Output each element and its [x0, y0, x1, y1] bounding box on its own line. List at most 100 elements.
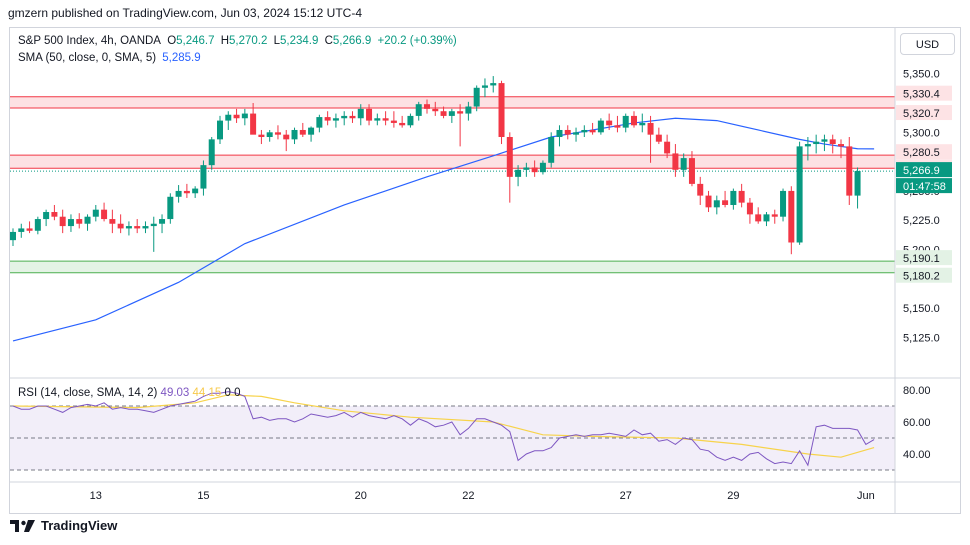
- price-label-sup: 5,190.1: [903, 253, 940, 265]
- time-tick-label: 29: [727, 490, 739, 502]
- candle-body: [415, 104, 422, 116]
- open-label: O: [167, 35, 177, 47]
- low-label: L: [273, 35, 281, 47]
- rsi-tick-label: 40.00: [903, 449, 931, 461]
- candle-body: [299, 129, 306, 135]
- rsi-label: RSI (14, close, SMA, 14, 2): [18, 387, 158, 399]
- candle-body: [730, 190, 737, 205]
- rsi-tick-label: 80.00: [903, 385, 931, 397]
- candle-body: [432, 108, 439, 112]
- candle-body: [424, 104, 430, 109]
- price-tick-label: 5,350.0: [903, 69, 940, 81]
- candle-body: [200, 165, 207, 189]
- candle-body: [332, 118, 339, 121]
- rsi-legend: RSI (14, close, SMA, 14, 2) 49.03 44.15 …: [18, 387, 241, 399]
- open-value: 5,246.7: [176, 35, 215, 47]
- price-labels: 5,330.45,320.75,280.55,269.35,266.901:47…: [896, 85, 952, 283]
- candle-body: [134, 226, 141, 229]
- candle-body: [465, 106, 472, 114]
- candle-body: [523, 167, 530, 170]
- candle-body: [448, 111, 455, 116]
- candle-body: [573, 132, 580, 135]
- candle-body: [241, 113, 248, 119]
- candle-body: [664, 141, 671, 154]
- chart-frame: [9, 27, 961, 514]
- candle-body: [250, 113, 257, 135]
- candle-body: [274, 132, 281, 135]
- candle-body: [183, 190, 190, 194]
- currency-button[interactable]: USD: [900, 33, 955, 55]
- candle-body: [548, 137, 555, 163]
- price-label-box: [896, 250, 952, 266]
- price-label-sup: 5,180.2: [903, 271, 940, 283]
- symbol-label: S&P 500 Index, 4h, OANDA: [18, 35, 161, 47]
- candle-body: [67, 219, 74, 227]
- candle-body: [564, 129, 571, 135]
- candle-body: [10, 231, 16, 241]
- candle-body: [217, 120, 223, 140]
- candle-body: [208, 139, 215, 166]
- candle-body: [515, 169, 522, 177]
- candle-body: [539, 162, 546, 173]
- candles: [10, 76, 861, 255]
- candle-body: [680, 158, 687, 170]
- price-label-box: [896, 105, 952, 121]
- candle-body: [506, 137, 513, 177]
- time-axis: 13 15 20 22 27 29 Jun: [90, 490, 875, 502]
- candle-body: [316, 117, 323, 128]
- price-label-box: [896, 144, 952, 160]
- candle-body: [349, 115, 356, 119]
- price-legend: S&P 500 Index, 4h, OANDA O5,246.7 H5,270…: [18, 35, 460, 47]
- tradingview-logo[interactable]: TradingView: [10, 518, 117, 533]
- candle-body: [688, 158, 695, 184]
- time-tick-label: 27: [620, 490, 632, 502]
- time-tick-label: 13: [90, 490, 102, 502]
- candle-body: [407, 115, 414, 126]
- candle-body: [192, 188, 199, 194]
- candle-body: [390, 120, 397, 123]
- candle-body: [324, 117, 331, 121]
- candle-body: [233, 114, 240, 119]
- candle-body: [142, 226, 149, 229]
- candle-body: [755, 214, 762, 222]
- zone-resistance-upper: [10, 96, 895, 109]
- candle-body: [51, 212, 58, 217]
- candle-body: [738, 190, 745, 203]
- candle-body: [84, 216, 91, 224]
- rsi-pane: 80.00 60.00 40.00: [10, 385, 931, 471]
- rsi-extra-2: 0: [234, 387, 241, 399]
- candle-body: [109, 219, 116, 224]
- candle-body: [780, 190, 787, 217]
- price-label-last: 5,266.9: [903, 165, 940, 177]
- candle-body: [722, 200, 729, 205]
- candle-body: [258, 134, 265, 138]
- price-label-box: [896, 162, 952, 178]
- candle-body: [18, 228, 25, 232]
- time-tick-label: 15: [197, 490, 209, 502]
- price-zones: [10, 96, 895, 274]
- candle-body: [308, 127, 315, 135]
- candle-body: [796, 146, 803, 243]
- candle-body: [225, 114, 232, 121]
- candle-body: [374, 118, 381, 121]
- low-value: 5,234.9: [280, 35, 319, 47]
- candle-body: [788, 190, 795, 243]
- candle-body: [771, 214, 778, 217]
- candle-body: [481, 85, 488, 88]
- price-tick-label: 5,300.0: [903, 127, 940, 139]
- candle-body: [167, 196, 174, 220]
- price-label-res: 5,320.7: [903, 108, 940, 120]
- candle-body: [622, 115, 629, 128]
- price-label-box: [896, 85, 952, 101]
- price-tick-label: 5,150.0: [903, 303, 940, 315]
- price-label-res: 5,280.5: [903, 147, 940, 159]
- candle-body: [117, 223, 124, 229]
- price-tick-label: 5,225.0: [903, 215, 940, 227]
- candle-body: [821, 139, 828, 142]
- candle-body: [589, 129, 596, 133]
- rsi-extra-1: 0: [224, 387, 231, 399]
- candle-body: [92, 209, 99, 217]
- time-tick-label: 22: [462, 490, 474, 502]
- candle-body: [829, 139, 836, 145]
